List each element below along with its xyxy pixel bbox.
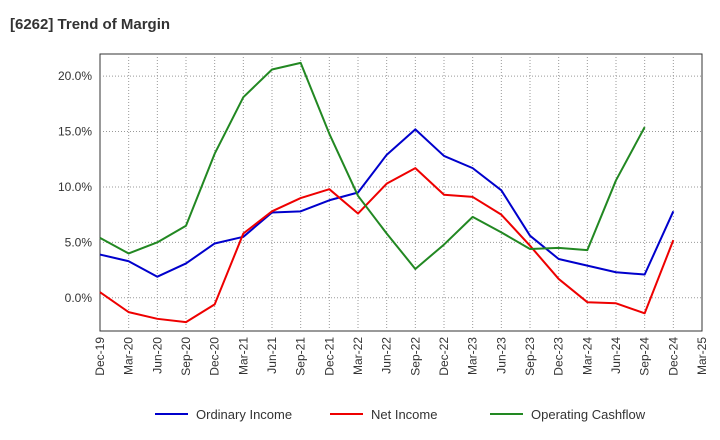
x-tick-label: Sep-24 [638,337,652,376]
y-tick-label: 15.0% [58,125,92,139]
y-tick-label: 20.0% [58,69,92,83]
x-tick-label: Mar-20 [122,337,136,375]
plot-frame [99,53,703,332]
x-tick-label: Dec-19 [93,337,107,376]
x-tick-label: Jun-20 [150,337,164,374]
series-line-net-income [99,167,675,324]
x-tick-label: Jun-23 [494,337,508,374]
x-tick-label: Jun-21 [265,337,279,374]
x-tick-label: Jun-24 [609,337,623,374]
x-tick-label: Mar-21 [236,337,250,375]
x-tick-label: Dec-22 [437,337,451,376]
x-tick-label: Dec-24 [666,337,680,376]
x-tick-label: Mar-22 [351,337,365,375]
y-tick-label: 5.0% [65,235,93,249]
x-tick-label: Mar-25 [695,337,709,375]
x-tick-label: Sep-20 [179,337,193,376]
series-line-operating-cashflow [99,61,646,270]
series-line-ordinary-income [99,128,675,278]
x-tick-label: Sep-21 [294,337,308,376]
legend-label-operating-cashflow: Operating Cashflow [531,407,646,422]
x-tick-label: Sep-23 [523,337,537,376]
x-tick-label: Mar-23 [466,337,480,375]
y-tick-label: 0.0% [65,291,93,305]
x-tick-label: Jun-22 [380,337,394,374]
y-tick-label: 10.0% [58,180,92,194]
x-tick-label: Dec-21 [322,337,336,376]
x-tick-label: Dec-20 [208,337,222,376]
legend-label-net-income: Net Income [371,407,437,422]
x-tick-label: Mar-24 [580,337,594,375]
x-tick-label: Dec-23 [552,337,566,376]
chart-title: [6262] Trend of Margin [10,16,171,33]
legend-label-ordinary-income: Ordinary Income [196,407,292,422]
x-tick-label: Sep-22 [408,337,422,376]
